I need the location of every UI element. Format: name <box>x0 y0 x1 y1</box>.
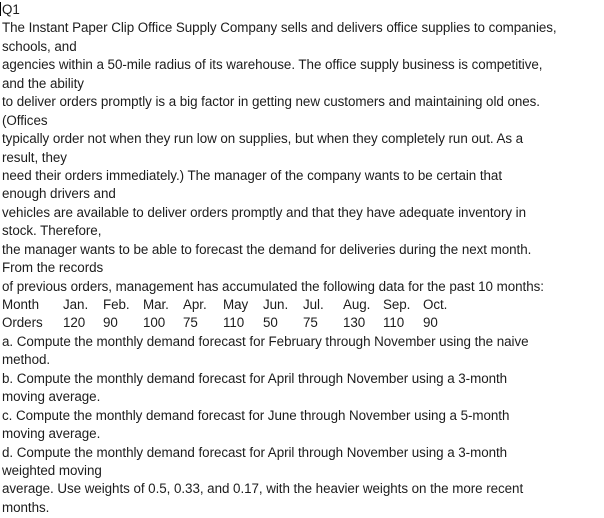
month-cell: Jan. <box>63 297 89 312</box>
table-row-months: Month Jan. Feb. Mar. Apr. May Jun. Jul. … <box>2 296 604 314</box>
question-item-b: b. Compute the monthly demand forecast f… <box>2 370 508 386</box>
month-cell: Jun. <box>263 297 289 312</box>
text-line: typically order not when they run low on… <box>2 131 524 147</box>
orders-cell: 90 <box>423 315 438 331</box>
text-line: to deliver orders promptly is a big fact… <box>2 94 540 110</box>
question-item-d-cont: weighted moving <box>2 462 102 478</box>
orders-cell: 130 <box>343 315 366 331</box>
month-cell: Apr. <box>183 297 207 312</box>
text-line: enough drivers and <box>2 186 116 202</box>
text-line: result, they <box>2 149 67 165</box>
orders-cell: 110 <box>383 315 405 331</box>
table-row-orders: Orders 120 90 100 75 110 50 75 130 110 9… <box>2 314 604 332</box>
question-item-a: a. Compute the monthly demand forecast f… <box>2 333 529 349</box>
row-label-month: Month <box>2 297 39 312</box>
month-cell: Feb. <box>103 297 130 312</box>
orders-cell: 100 <box>143 315 166 331</box>
orders-cell: 75 <box>303 315 318 331</box>
question-item-c: c. Compute the monthly demand forecast f… <box>2 407 510 423</box>
month-cell: Sep. <box>383 297 411 312</box>
question-item-d-cont: average. Use weights of 0.5, 0.33, and 0… <box>2 481 524 497</box>
orders-cell: 120 <box>63 315 86 331</box>
question-item-d: d. Compute the monthly demand forecast f… <box>2 444 508 460</box>
text-line: stock. Therefore, <box>2 223 102 239</box>
question-item-d-cont: months. <box>2 499 50 515</box>
text-line: schools, and <box>2 38 77 54</box>
month-cell: Oct. <box>423 297 448 312</box>
text-line: the manager wants to be able to forecast… <box>2 241 532 257</box>
month-cell: Mar. <box>143 297 169 312</box>
text-line: vehicles are available to deliver orders… <box>2 204 526 220</box>
orders-cell: 110 <box>223 315 245 331</box>
month-cell: Jul. <box>303 297 324 312</box>
text-line: of previous orders, management has accum… <box>2 278 544 294</box>
month-cell: Aug. <box>343 297 371 312</box>
text-line: and the ability <box>2 75 84 91</box>
row-label-orders: Orders <box>2 315 43 331</box>
question-item-b-cont: moving average. <box>2 389 101 405</box>
text-line: (Offices <box>2 112 48 128</box>
question-item-c-cont: moving average. <box>2 426 101 442</box>
orders-cell: 90 <box>103 315 118 331</box>
question-heading: Q1 <box>2 2 20 17</box>
text-line: need their orders immediately.) The mana… <box>2 167 502 183</box>
text-line: The Instant Paper Clip Office Supply Com… <box>2 20 557 36</box>
month-cell: May <box>223 297 249 312</box>
orders-cell: 50 <box>263 315 278 331</box>
text-line: agencies within a 50-mile radius of its … <box>2 57 543 73</box>
text-cursor-caret <box>0 2 2 16</box>
orders-cell: 75 <box>183 315 198 331</box>
text-line: From the records <box>2 260 104 276</box>
question-item-a-cont: method. <box>2 352 51 368</box>
